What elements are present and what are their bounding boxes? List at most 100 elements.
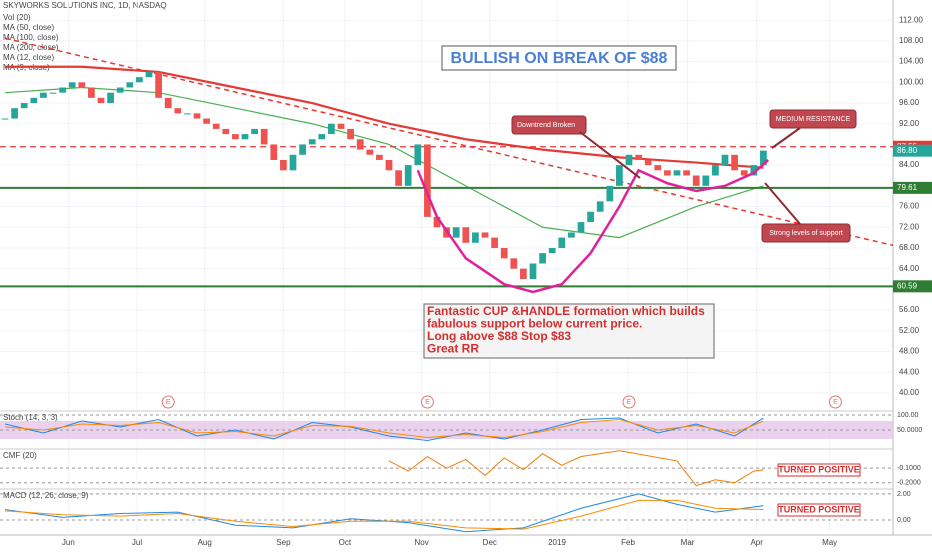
y-tick-label: 0.00 (897, 517, 911, 524)
candle (347, 128, 354, 140)
y-tick-label: 56.00 (899, 305, 920, 314)
callout-pointer (771, 127, 801, 149)
candle (654, 165, 662, 171)
y-tick-label: 44.00 (899, 367, 920, 376)
y-tick-label: 112.00 (899, 15, 923, 24)
price-tag (893, 144, 932, 157)
candle (116, 87, 124, 93)
earnings-marker (420, 395, 434, 409)
callout-pointer (579, 131, 641, 179)
note-line: Long above $88 Stop $83 (427, 329, 571, 343)
badge-box (777, 463, 861, 477)
candle (107, 92, 114, 104)
note-line: Fantastic CUP &HANDLE formation which bu… (427, 304, 705, 318)
candle (174, 108, 182, 114)
candle (126, 82, 134, 88)
legend-entry: MA (200, close) (3, 43, 59, 52)
candle (472, 232, 479, 243)
price-tag (893, 181, 932, 194)
earnings-marker (828, 395, 842, 409)
note-box (423, 303, 715, 359)
candle (212, 123, 220, 129)
candle (721, 154, 729, 166)
candle (644, 159, 652, 166)
candle (11, 108, 18, 119)
candle (30, 97, 38, 104)
candle (49, 92, 57, 94)
candle (337, 123, 345, 129)
candle (424, 144, 431, 217)
y-tick-label: 100.00 (897, 412, 919, 419)
candle (328, 123, 335, 135)
candle (491, 237, 498, 248)
candle (318, 134, 326, 140)
price-tag-label: 79.61 (897, 183, 918, 192)
y-tick-label: 96.00 (899, 98, 920, 107)
candle (270, 144, 278, 160)
candle (673, 170, 681, 176)
y-tick-label: 48.00 (899, 347, 920, 356)
price-tag-label: 60.59 (897, 281, 918, 290)
candle (500, 247, 508, 259)
callout-text: Strong levels of support (769, 230, 843, 237)
callout-box (761, 223, 851, 243)
line (388, 450, 764, 487)
note-line: Great RR (427, 342, 479, 356)
x-tick-label: 2019 (548, 538, 566, 547)
candle (356, 139, 364, 150)
pane-title: MACD (12, 26, close, 9) (3, 491, 89, 500)
candle (606, 185, 614, 202)
candle (414, 144, 422, 166)
callout-text: Downtrend Broken (517, 122, 575, 129)
candle (664, 170, 671, 176)
candle (376, 154, 383, 160)
line (416, 159, 770, 294)
callout-box (769, 109, 857, 129)
callout-box (511, 115, 587, 135)
candle (193, 113, 201, 119)
earnings-label: E (166, 399, 171, 406)
y-tick-label: 72.00 (899, 222, 920, 231)
candle (587, 211, 594, 223)
y-tick-label: -0.2000 (897, 480, 921, 487)
candle (577, 222, 585, 233)
candle (136, 77, 143, 83)
x-tick-label: May (822, 538, 837, 547)
price-tag (893, 280, 932, 293)
candle (145, 71, 153, 78)
candle (452, 227, 460, 238)
candle (529, 263, 537, 280)
line (5, 65, 764, 169)
x-tick-label: Sep (276, 538, 291, 547)
callout-pointer (764, 182, 801, 225)
candle (40, 92, 47, 98)
x-tick-label: Apr (750, 538, 763, 547)
candle (520, 268, 527, 280)
candle (280, 159, 287, 171)
y-tick-label: 40.00 (899, 388, 920, 397)
candle (481, 232, 489, 238)
headline: BULLISH ON BREAK OF $88 (451, 50, 668, 67)
candle (683, 170, 690, 176)
legend-entry: Vol (20) (3, 13, 31, 22)
y-tick-label: 64.00 (899, 264, 920, 273)
candle (20, 103, 28, 109)
candle (366, 149, 374, 155)
x-tick-label: Mar (681, 538, 695, 547)
candle (740, 170, 748, 176)
candle (308, 139, 316, 145)
candle (203, 118, 210, 124)
line (4, 418, 764, 439)
chart-title: SKYWORKS SOLUTIONS INC, 1D, NASDAQ (3, 1, 167, 10)
line (4, 37, 894, 247)
earnings-marker (161, 395, 175, 409)
candle (164, 97, 172, 109)
candle (625, 154, 633, 166)
candle (616, 165, 623, 186)
candle (731, 154, 738, 171)
earnings-label: E (833, 399, 838, 406)
note-line: fabulous support below current price. (427, 317, 642, 331)
badge-box (777, 503, 861, 517)
y-tick-label: 92.00 (899, 119, 920, 128)
